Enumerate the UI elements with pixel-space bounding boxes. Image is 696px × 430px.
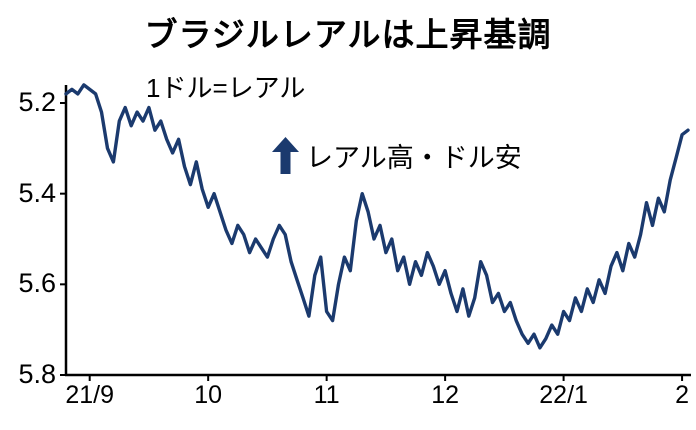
x-tick-label: 22/1 <box>539 381 588 409</box>
x-tick-label: 10 <box>194 381 223 409</box>
price-line <box>64 83 690 350</box>
y-tick-label: 5.4 <box>18 177 56 208</box>
x-tick-label: 21/9 <box>65 381 115 409</box>
x-tick-label: 11 <box>313 381 340 409</box>
annotation-text: レアル高・ドル安 <box>306 143 522 173</box>
page-title: ブラジルレアルは上昇基調 <box>144 16 552 53</box>
arrow-up-icon <box>272 137 299 174</box>
y-tick-label: 5.8 <box>18 359 56 389</box>
tick-marks <box>60 102 684 381</box>
unit-label: 1ドル=レアル <box>146 73 306 103</box>
annotation: レアル高・ドル安 <box>272 136 522 175</box>
y-tick-label: 5.2 <box>18 87 56 117</box>
y-tick-label: 5.6 <box>18 268 56 299</box>
x-tick-label: 2 <box>675 381 690 409</box>
x-tick-label: 12 <box>431 381 460 409</box>
